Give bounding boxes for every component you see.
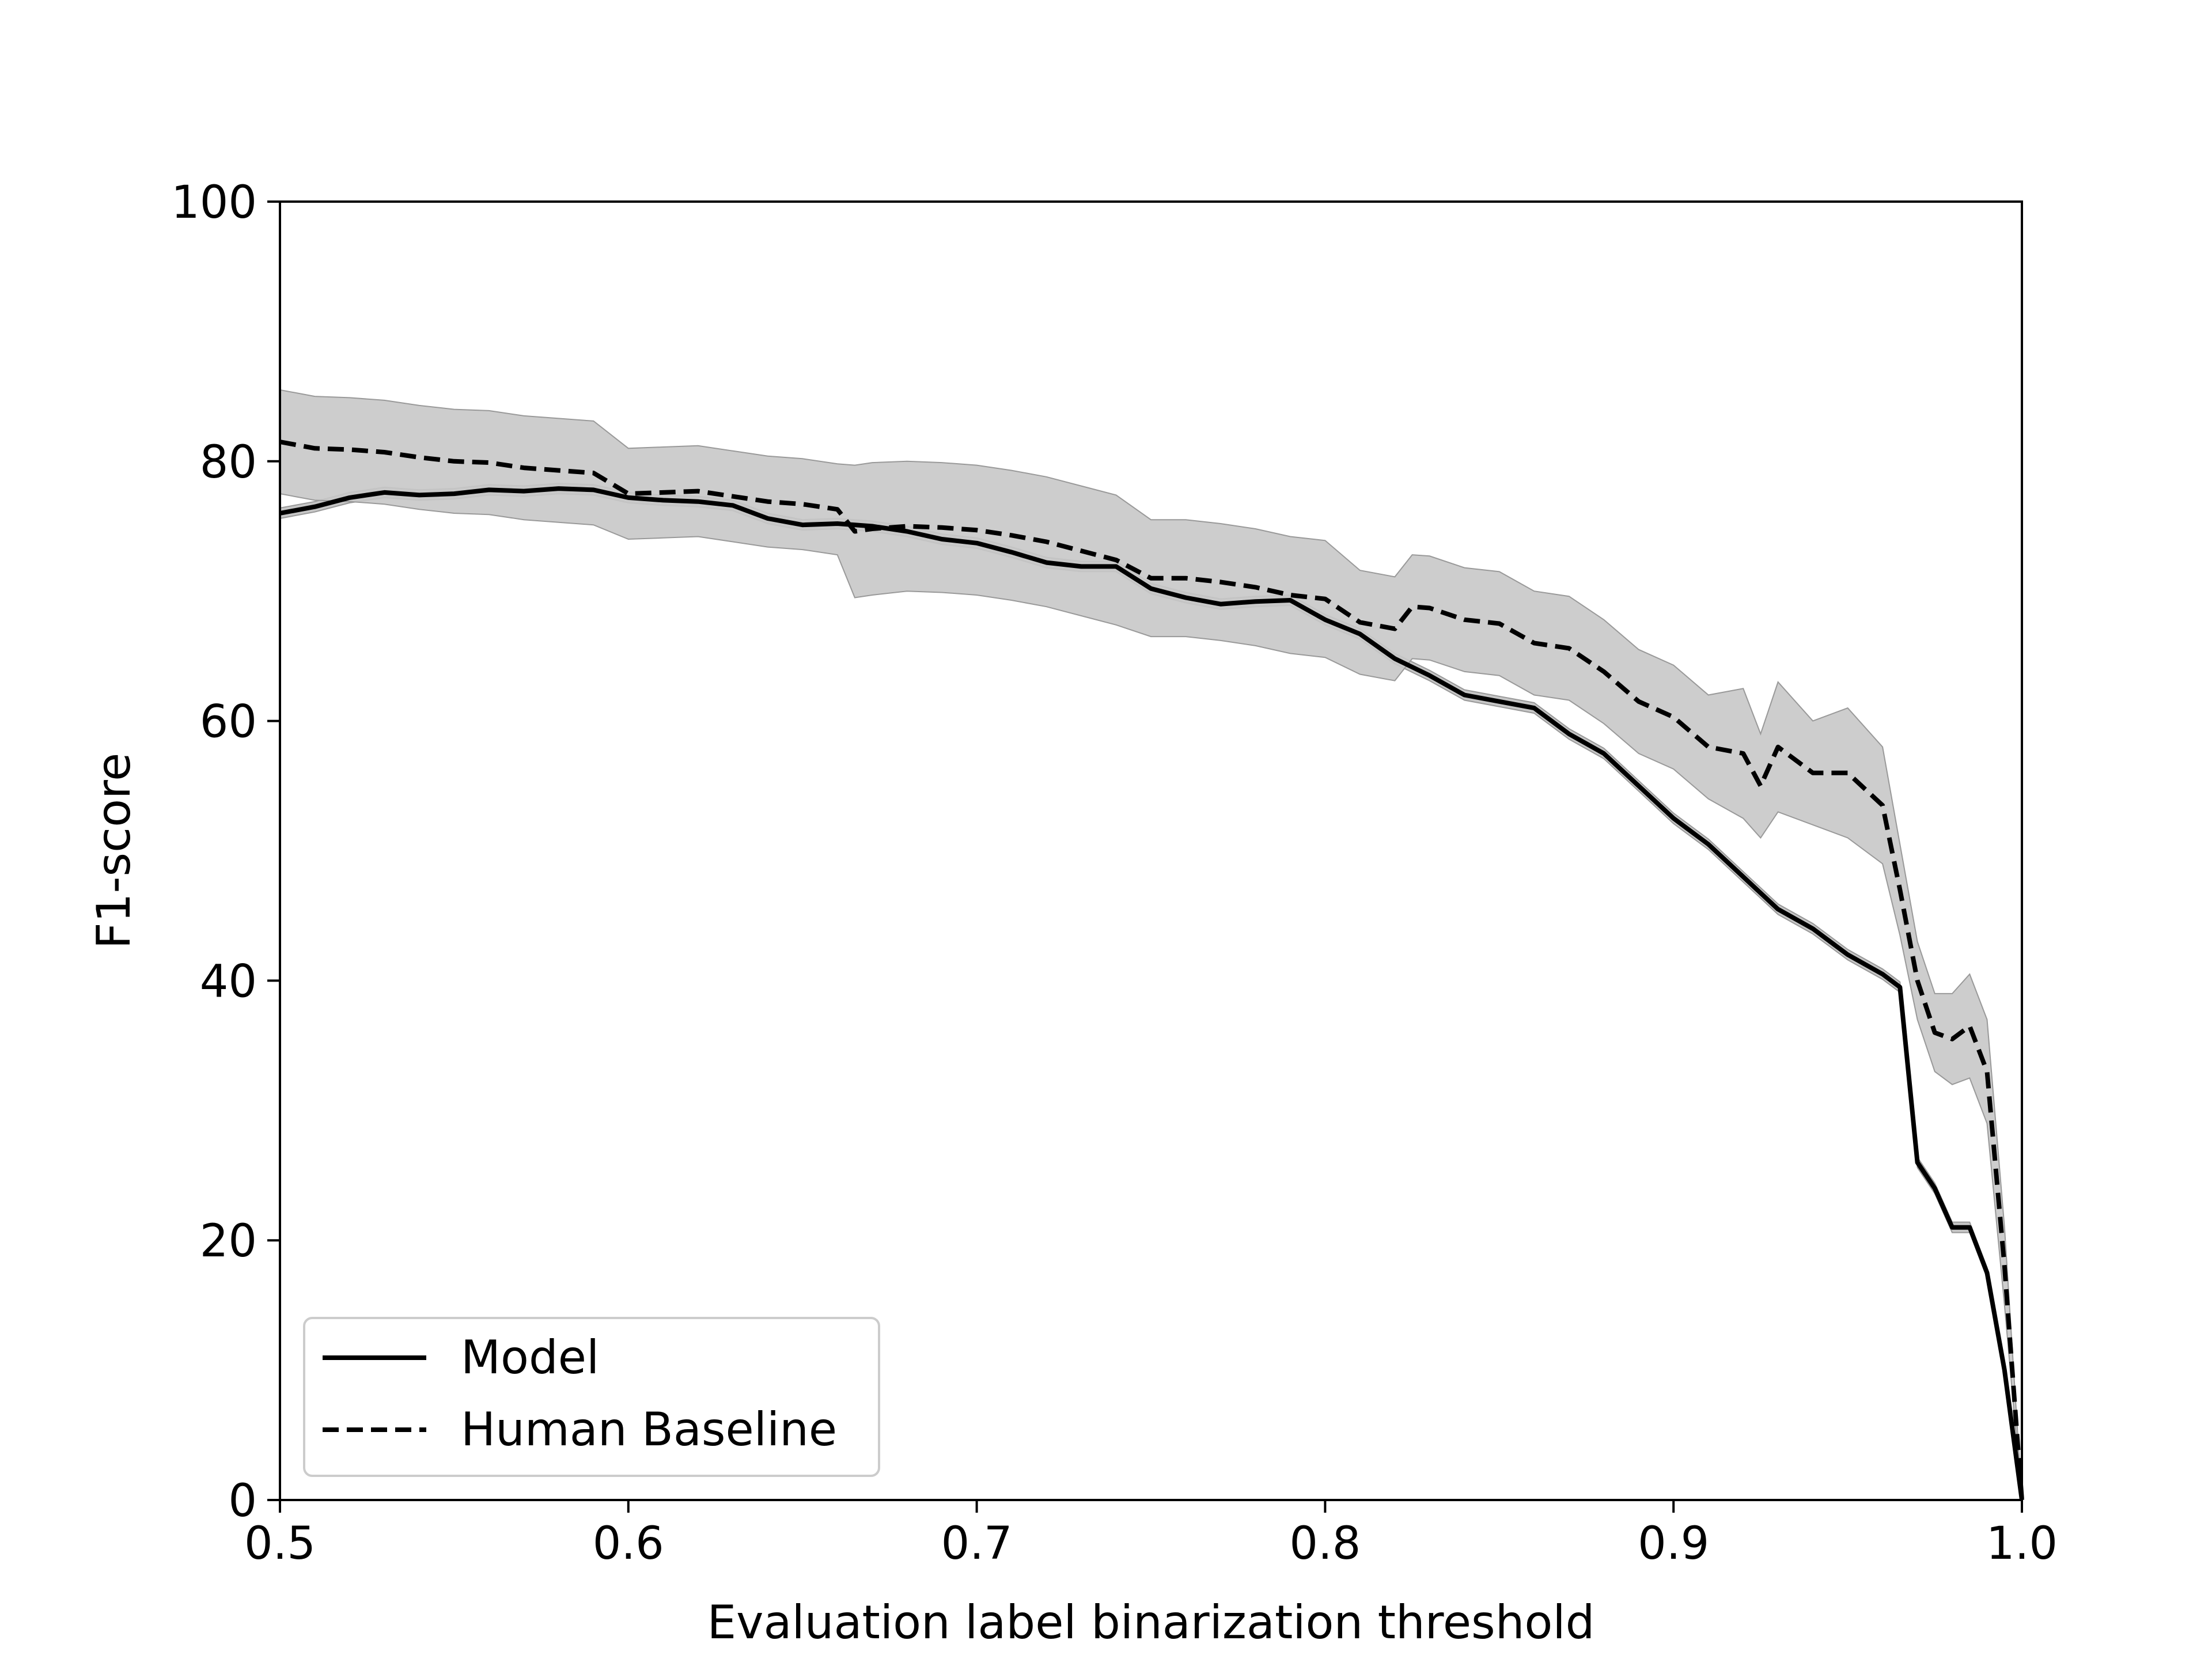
legend-human-baseline-label: Human Baseline xyxy=(461,1403,837,1456)
y-tick-label: 40 xyxy=(200,956,257,1007)
x-tick-label: 0.5 xyxy=(244,1518,316,1570)
y-tick-label: 100 xyxy=(171,177,257,229)
y-tick-label: 60 xyxy=(200,696,257,748)
x-tick-label: 0.7 xyxy=(941,1518,1013,1570)
legend-model-label: Model xyxy=(461,1331,599,1384)
human-baseline-confidence-band xyxy=(279,389,2022,1501)
x-tick-label: 0.9 xyxy=(1638,1518,1709,1570)
y-tick-label: 20 xyxy=(200,1215,257,1267)
x-axis-label: Evaluation label binarization threshold xyxy=(707,1596,1595,1649)
model-line xyxy=(279,486,2024,1501)
legend-box xyxy=(303,1317,880,1477)
x-tick-label: 0.6 xyxy=(593,1518,664,1570)
plot-frame xyxy=(279,200,2023,1501)
y-tick-label: 80 xyxy=(200,437,257,488)
x-tick-label: 1.0 xyxy=(1986,1518,2058,1570)
y-axis-label: F1-score xyxy=(87,753,141,949)
legend: Model Human Baseline xyxy=(303,1317,880,1477)
axis-ticks: 0.5 0.6 0.7 0.8 0.9 1.0 0 20 40 60 80 100 xyxy=(171,177,2058,1570)
y-tick-label: 0 xyxy=(228,1475,257,1527)
series-lines xyxy=(279,440,2024,1501)
x-tick-label: 0.8 xyxy=(1289,1518,1361,1570)
